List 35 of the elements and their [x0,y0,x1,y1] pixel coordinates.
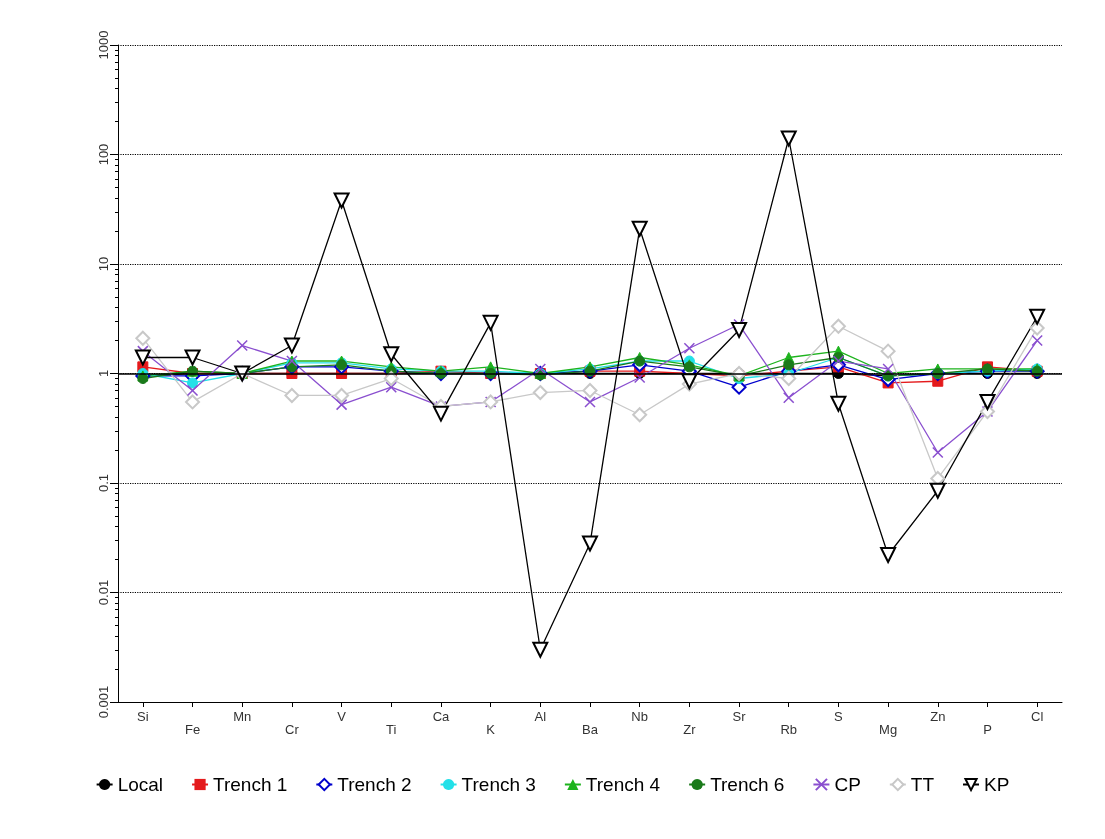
x-tick-label: Mn [233,709,252,724]
y-tick-label: 0.001 [96,685,111,719]
legend-label: Local [117,774,164,795]
x-tick-label: Rb [780,722,798,737]
y-tick-label: 1 [96,369,111,378]
y-tick-label: 0.01 [96,579,111,606]
y-tick-label: 10 [96,256,111,272]
x-tick-label: Si [137,709,149,724]
y-tick-label: 0.1 [96,473,111,493]
x-tick-label: Al [534,709,547,724]
legend-label: CP [834,774,861,795]
x-tick-label: Cr [285,722,300,737]
y-tick-label: 100 [96,143,111,166]
x-tick-label: K [486,722,496,737]
legend-label: Trench 3 [461,774,536,795]
x-tick-label: Mg [879,722,898,737]
legend-label: Trench 2 [337,774,412,795]
x-tick-label: S [834,709,844,724]
x-tick-label: Ca [432,709,451,724]
x-tick-label: V [337,709,347,724]
legend-label: Trench 6 [710,774,785,795]
y-tick-label: 1000 [96,30,111,60]
x-tick-label: Sr [732,709,747,724]
legend-label: Trench 4 [585,774,661,795]
x-tick-label: Cl [1031,709,1044,724]
x-tick-label: Ti [386,722,397,737]
x-tick-label: Fe [184,722,201,737]
x-tick-label: Zr [683,722,697,737]
x-tick-label: Ba [582,722,599,737]
legend-label: TT [910,774,935,795]
x-tick-label: Nb [631,709,648,724]
legend-label: Trench 1 [213,774,288,795]
legend-label: KP [984,774,1010,795]
x-tick-label: P [983,722,992,737]
x-tick-label: Zn [930,709,946,724]
